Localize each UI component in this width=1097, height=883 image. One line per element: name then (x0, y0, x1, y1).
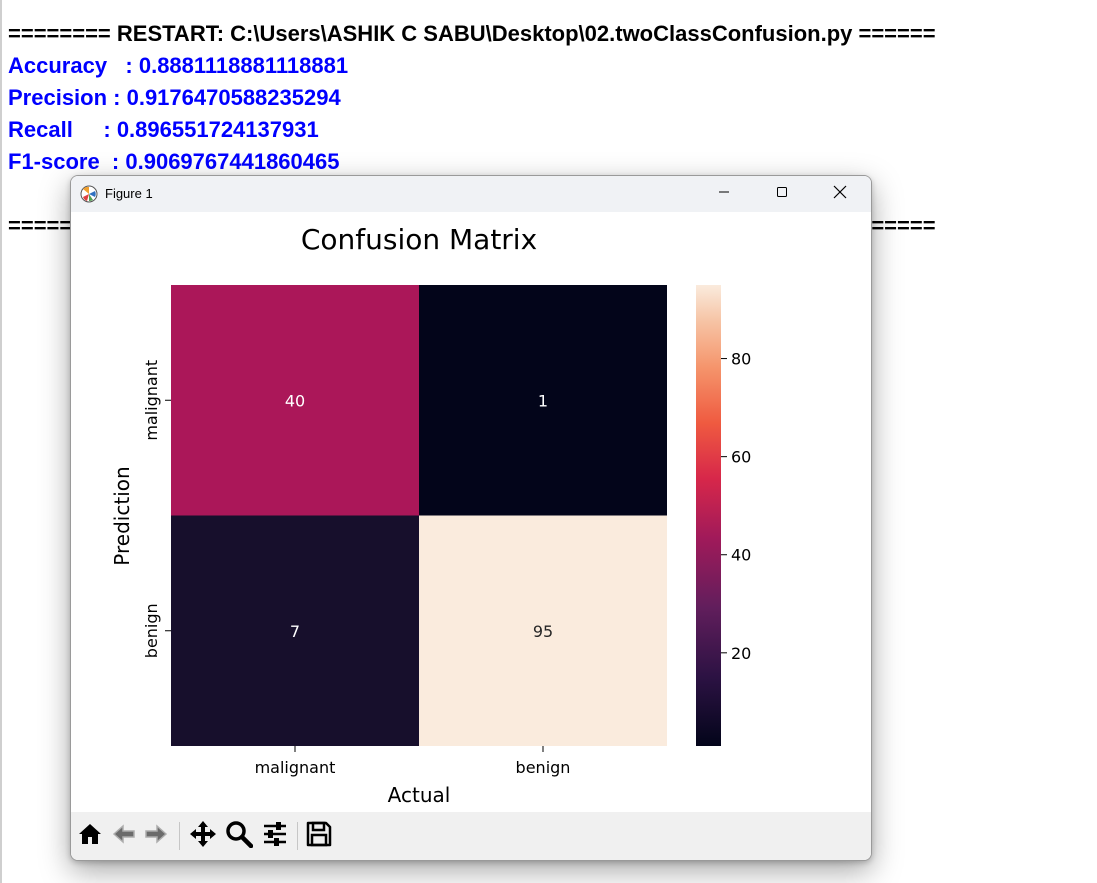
x-axis-label: Actual (388, 783, 451, 807)
zoom-icon (225, 820, 254, 853)
x-tick-label: malignant (255, 758, 336, 777)
home-icon (77, 821, 103, 852)
save-icon (305, 820, 333, 853)
colorbar-tick-label: 40 (731, 546, 751, 565)
colorbar-tick-label: 20 (731, 644, 751, 663)
zoom-button[interactable] (223, 820, 255, 852)
close-button[interactable] (811, 176, 869, 212)
figure-window[interactable]: Figure 1 (70, 175, 872, 861)
shell-output-line: ======== RESTART: C:\Users\ASHIK C SABU\… (8, 21, 936, 46)
title-bar[interactable]: Figure 1 (71, 176, 871, 212)
cell-annotation: 40 (285, 391, 305, 410)
chart-title: Confusion Matrix (301, 223, 537, 256)
forward-arrow-icon (143, 821, 169, 852)
window-title: Figure 1 (105, 186, 153, 201)
y-axis-label: Prediction (110, 466, 134, 565)
back-arrow-icon (111, 821, 137, 852)
configure-subplots-button[interactable] (259, 820, 291, 852)
save-button[interactable] (303, 820, 335, 852)
heatmap-cell (419, 285, 667, 516)
cell-annotation: 1 (538, 391, 548, 410)
pan-button[interactable] (187, 820, 219, 852)
back-button[interactable] (108, 820, 140, 852)
minimize-button[interactable] (695, 176, 753, 212)
y-tick-label: malignant (142, 360, 161, 441)
colorbar-tick-label: 80 (731, 350, 751, 369)
shell-output-line: F1-score : 0.9069767441860465 (8, 149, 340, 174)
configure-subplots-icon (261, 820, 289, 853)
y-tick-label: benign (142, 603, 161, 658)
minimize-icon (718, 185, 730, 203)
forward-button[interactable] (140, 820, 172, 852)
colorbar-tick-label: 60 (731, 448, 751, 467)
navigation-toolbar (71, 812, 871, 860)
close-icon (833, 185, 847, 204)
heatmap-cell (419, 515, 667, 746)
home-button[interactable] (74, 820, 106, 852)
toolbar-separator (179, 822, 180, 850)
shell-output-line: Accuracy : 0.8881118881118881 (8, 53, 349, 78)
cell-annotation: 95 (533, 622, 553, 641)
matplotlib-icon (80, 185, 98, 203)
heatmap-cell (171, 515, 419, 746)
x-tick-label: benign (516, 758, 571, 777)
shell-output-line: Recall : 0.896551724137931 (8, 117, 319, 142)
cell-annotation: 7 (290, 622, 300, 641)
colorbar (696, 285, 721, 746)
shell-output-line: Precision : 0.9176470588235294 (8, 85, 341, 110)
heatmap-cell (171, 285, 419, 516)
plot-canvas[interactable]: Confusion Matrix 40 1 7 95 20 40 60 80 maligna… (71, 212, 871, 812)
toolbar-separator (297, 822, 298, 850)
pan-icon (189, 820, 217, 853)
maximize-icon (776, 185, 788, 203)
maximize-button[interactable] (753, 176, 811, 212)
